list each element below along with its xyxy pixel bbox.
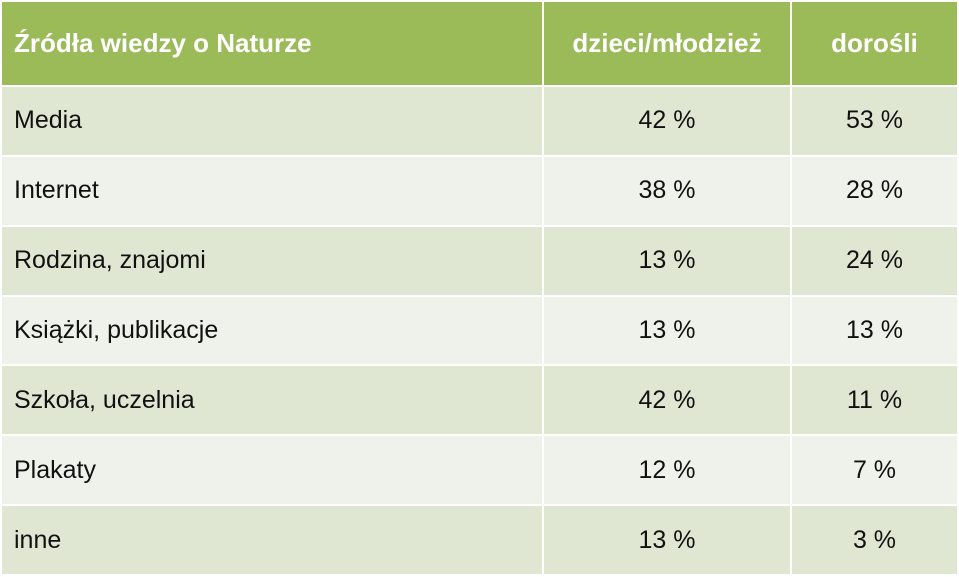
cell-internet-children: 38 % bbox=[544, 156, 790, 225]
cell-other-children: 13 % bbox=[544, 506, 790, 574]
cell-books-children: 13 % bbox=[544, 296, 790, 365]
row-label-posters: Plakaty bbox=[2, 436, 542, 505]
cell-posters-children: 12 % bbox=[544, 436, 790, 505]
cell-family-children: 13 % bbox=[544, 226, 790, 295]
cell-posters-adults: 7 % bbox=[792, 436, 957, 505]
row-label-family: Rodzina, znajomi bbox=[2, 226, 542, 295]
cell-media-children: 42 % bbox=[544, 87, 790, 155]
row-label-school: Szkoła, uczelnia bbox=[2, 366, 542, 435]
cell-other-adults: 3 % bbox=[792, 506, 957, 574]
cell-school-adults: 11 % bbox=[792, 366, 957, 435]
row-label-internet: Internet bbox=[2, 156, 542, 225]
column-header-children: dzieci/młodzież bbox=[544, 2, 790, 85]
row-label-other: inne bbox=[2, 506, 542, 574]
cell-books-adults: 13 % bbox=[792, 296, 957, 365]
cell-school-children: 42 % bbox=[544, 366, 790, 435]
row-label-books: Książki, publikacje bbox=[2, 296, 542, 365]
cell-internet-adults: 28 % bbox=[792, 156, 957, 225]
column-header-adults: dorośli bbox=[792, 2, 957, 85]
row-label-media: Media bbox=[2, 87, 542, 155]
cell-media-adults: 53 % bbox=[792, 87, 957, 155]
column-header-sources: Źródła wiedzy o Naturze bbox=[2, 2, 542, 85]
cell-family-adults: 24 % bbox=[792, 226, 957, 295]
